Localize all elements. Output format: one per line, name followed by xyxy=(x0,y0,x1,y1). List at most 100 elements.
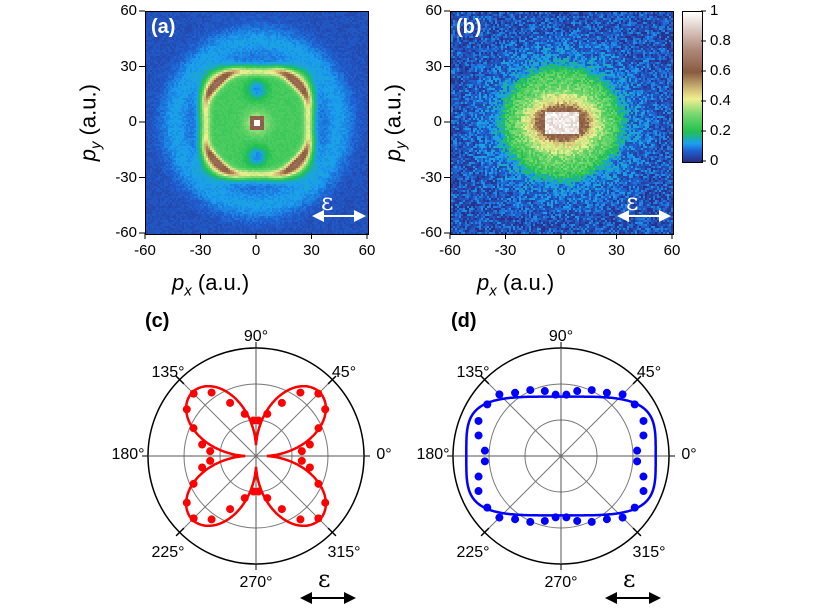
y-tick-label: 60 xyxy=(425,2,442,19)
data-point xyxy=(562,513,571,522)
polarization-label-b: ε xyxy=(626,188,639,216)
heatmap-b xyxy=(450,11,674,235)
x-axis-title-b: px (a.u.) xyxy=(477,270,554,299)
data-point xyxy=(305,440,314,449)
data-point xyxy=(249,416,258,425)
data-point xyxy=(639,472,648,481)
angle-label: 180° xyxy=(111,446,145,463)
angle-label: 315° xyxy=(632,544,666,561)
data-point xyxy=(618,390,627,399)
data-point xyxy=(474,416,483,425)
x-axis-title-a: px (a.u.) xyxy=(172,270,249,299)
angle-label: 45° xyxy=(331,364,357,381)
data-point xyxy=(562,390,571,399)
data-point xyxy=(495,513,504,522)
data-point xyxy=(314,424,323,433)
data-point xyxy=(314,514,323,523)
data-point xyxy=(633,457,642,466)
axis-symbol: p xyxy=(477,270,490,295)
x-tick-label: -30 xyxy=(494,242,517,259)
data-point xyxy=(240,409,249,418)
polarization-label-d: ε xyxy=(623,565,636,593)
polar-tick xyxy=(175,527,185,537)
data-point xyxy=(263,494,272,503)
y-tick-label: -60 xyxy=(420,224,442,241)
data-point xyxy=(254,487,263,496)
colorbar-tick-label: 1 xyxy=(710,2,719,19)
data-point xyxy=(630,400,639,409)
data-point xyxy=(618,513,627,522)
data-point xyxy=(240,494,249,503)
data-point xyxy=(182,405,191,414)
polar-grid-spoke xyxy=(179,379,333,533)
colorbar-tick-label: 0.6 xyxy=(710,62,731,79)
polar-tick xyxy=(632,527,642,537)
data-point xyxy=(277,398,286,407)
axis-unit: (a.u.) xyxy=(191,270,250,295)
data-point xyxy=(639,431,648,440)
data-point xyxy=(474,472,483,481)
panel-label-c: (c) xyxy=(145,310,170,332)
polar-tick xyxy=(480,527,490,537)
data-point xyxy=(483,400,492,409)
colorbar-tick-label: 0.4 xyxy=(710,92,731,109)
y-tick-label: -30 xyxy=(420,168,442,186)
angle-label: 45° xyxy=(636,364,662,381)
arrow-head-right xyxy=(344,592,356,604)
data-point xyxy=(277,505,286,514)
x-tick-label: -60 xyxy=(439,242,461,259)
y-tick-label: -60 xyxy=(115,224,137,241)
data-point xyxy=(297,447,306,456)
colorbar xyxy=(682,11,703,163)
y-tick-label: 0 xyxy=(433,113,442,130)
y-tick-label: 30 xyxy=(120,57,137,75)
data-point xyxy=(630,503,639,512)
fit-curve xyxy=(465,395,657,517)
polar-tick xyxy=(327,375,337,385)
x-tick-label: 60 xyxy=(663,242,681,259)
data-point xyxy=(296,388,305,397)
x-tick-label: -30 xyxy=(189,242,212,259)
data-point xyxy=(480,457,489,466)
x-tick-label: 30 xyxy=(303,242,320,259)
arrow-head-left xyxy=(605,592,617,604)
y-tick-label: 60 xyxy=(120,2,137,19)
data-point xyxy=(633,446,642,455)
polar-tick xyxy=(632,375,642,385)
data-point xyxy=(314,389,323,398)
data-point xyxy=(480,446,489,455)
colorbar-tick-label: 0 xyxy=(710,152,719,169)
arrow-head-left xyxy=(617,210,629,222)
data-point xyxy=(189,389,198,398)
data-point xyxy=(526,386,535,395)
data-point xyxy=(206,447,215,456)
data-point xyxy=(526,517,535,526)
data-point xyxy=(305,463,314,472)
data-point xyxy=(189,424,198,433)
data-point xyxy=(495,390,504,399)
y-tick-label: 0 xyxy=(128,113,137,130)
data-point xyxy=(207,388,216,397)
y-tick-label: 30 xyxy=(425,57,442,75)
data-point xyxy=(207,515,216,524)
arrow-head-right xyxy=(354,210,366,222)
data-point xyxy=(551,390,560,399)
data-point xyxy=(511,388,520,397)
fit-curve xyxy=(184,384,328,528)
data-point xyxy=(639,416,648,425)
panel-label-b: (b) xyxy=(456,16,482,38)
x-tick-label: 0 xyxy=(251,242,261,259)
data-point xyxy=(587,517,596,526)
data-point xyxy=(296,515,305,524)
colorbar-tick-label: 0.8 xyxy=(710,32,731,49)
data-point xyxy=(321,405,330,414)
arrow-head-right xyxy=(659,210,671,222)
axis-symbol: p xyxy=(172,270,185,295)
data-point xyxy=(474,487,483,496)
data-point xyxy=(573,387,582,396)
angle-label: 0° xyxy=(376,446,392,463)
panel-label-a: (a) xyxy=(151,16,176,38)
colorbar-tick-label: 0.2 xyxy=(710,122,731,139)
